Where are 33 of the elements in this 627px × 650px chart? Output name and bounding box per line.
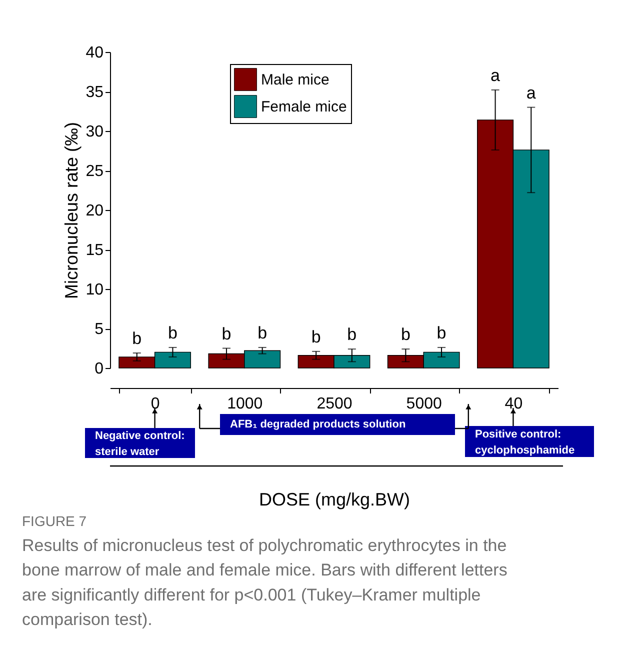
text: Positive control: cyclophosphamide xyxy=(475,428,575,456)
y-tick-label: 40 xyxy=(86,44,104,62)
annotation: b xyxy=(436,323,446,342)
text: AFB₁ degraded products solution xyxy=(230,418,406,430)
annotation: b xyxy=(222,324,232,344)
annotation: b xyxy=(347,325,357,344)
legend-label: Female mice xyxy=(261,98,347,116)
legend-label: Male mice xyxy=(261,72,330,88)
text: Negative control: sterile water xyxy=(95,430,185,458)
text: Results of micronucleus test of polychromatic erythrocytes in the bone marrow of male and female mice. Bars with different letters are significantly different for p<0.001 (Tukey–Kramer multiple comparison test). xyxy=(22,536,508,629)
annotation: b xyxy=(258,323,268,342)
annotation: b xyxy=(311,327,321,346)
y-axis-title: Micronucleus rate (‰) xyxy=(62,122,82,300)
x-tick-label: 40 xyxy=(504,396,523,412)
y-tick-label: 25 xyxy=(86,163,104,180)
y-tick-label: 20 xyxy=(86,202,104,220)
y-tick-label: 5 xyxy=(94,321,104,338)
y-tick-label: 35 xyxy=(86,84,104,101)
x-tick-label: 0 xyxy=(150,396,160,412)
y-tick-label: 10 xyxy=(86,282,104,298)
annotation: a xyxy=(526,83,536,102)
annotation: b xyxy=(168,323,178,342)
y-tick-label: 30 xyxy=(86,124,104,140)
y-tick-label: 0 xyxy=(94,360,104,378)
x-tick-label: 2500 xyxy=(316,396,352,412)
annotation: b xyxy=(400,325,410,344)
annotation: b xyxy=(132,328,142,348)
annotation: a xyxy=(490,66,501,85)
y-tick-label: 15 xyxy=(86,242,104,259)
x-tick-label: 5000 xyxy=(406,396,442,412)
caption: FIGURE 7 xyxy=(22,513,87,529)
x-tick-label: 1000 xyxy=(227,396,263,412)
x-axis-title: DOSE (mg/kg.BW) xyxy=(258,490,410,510)
